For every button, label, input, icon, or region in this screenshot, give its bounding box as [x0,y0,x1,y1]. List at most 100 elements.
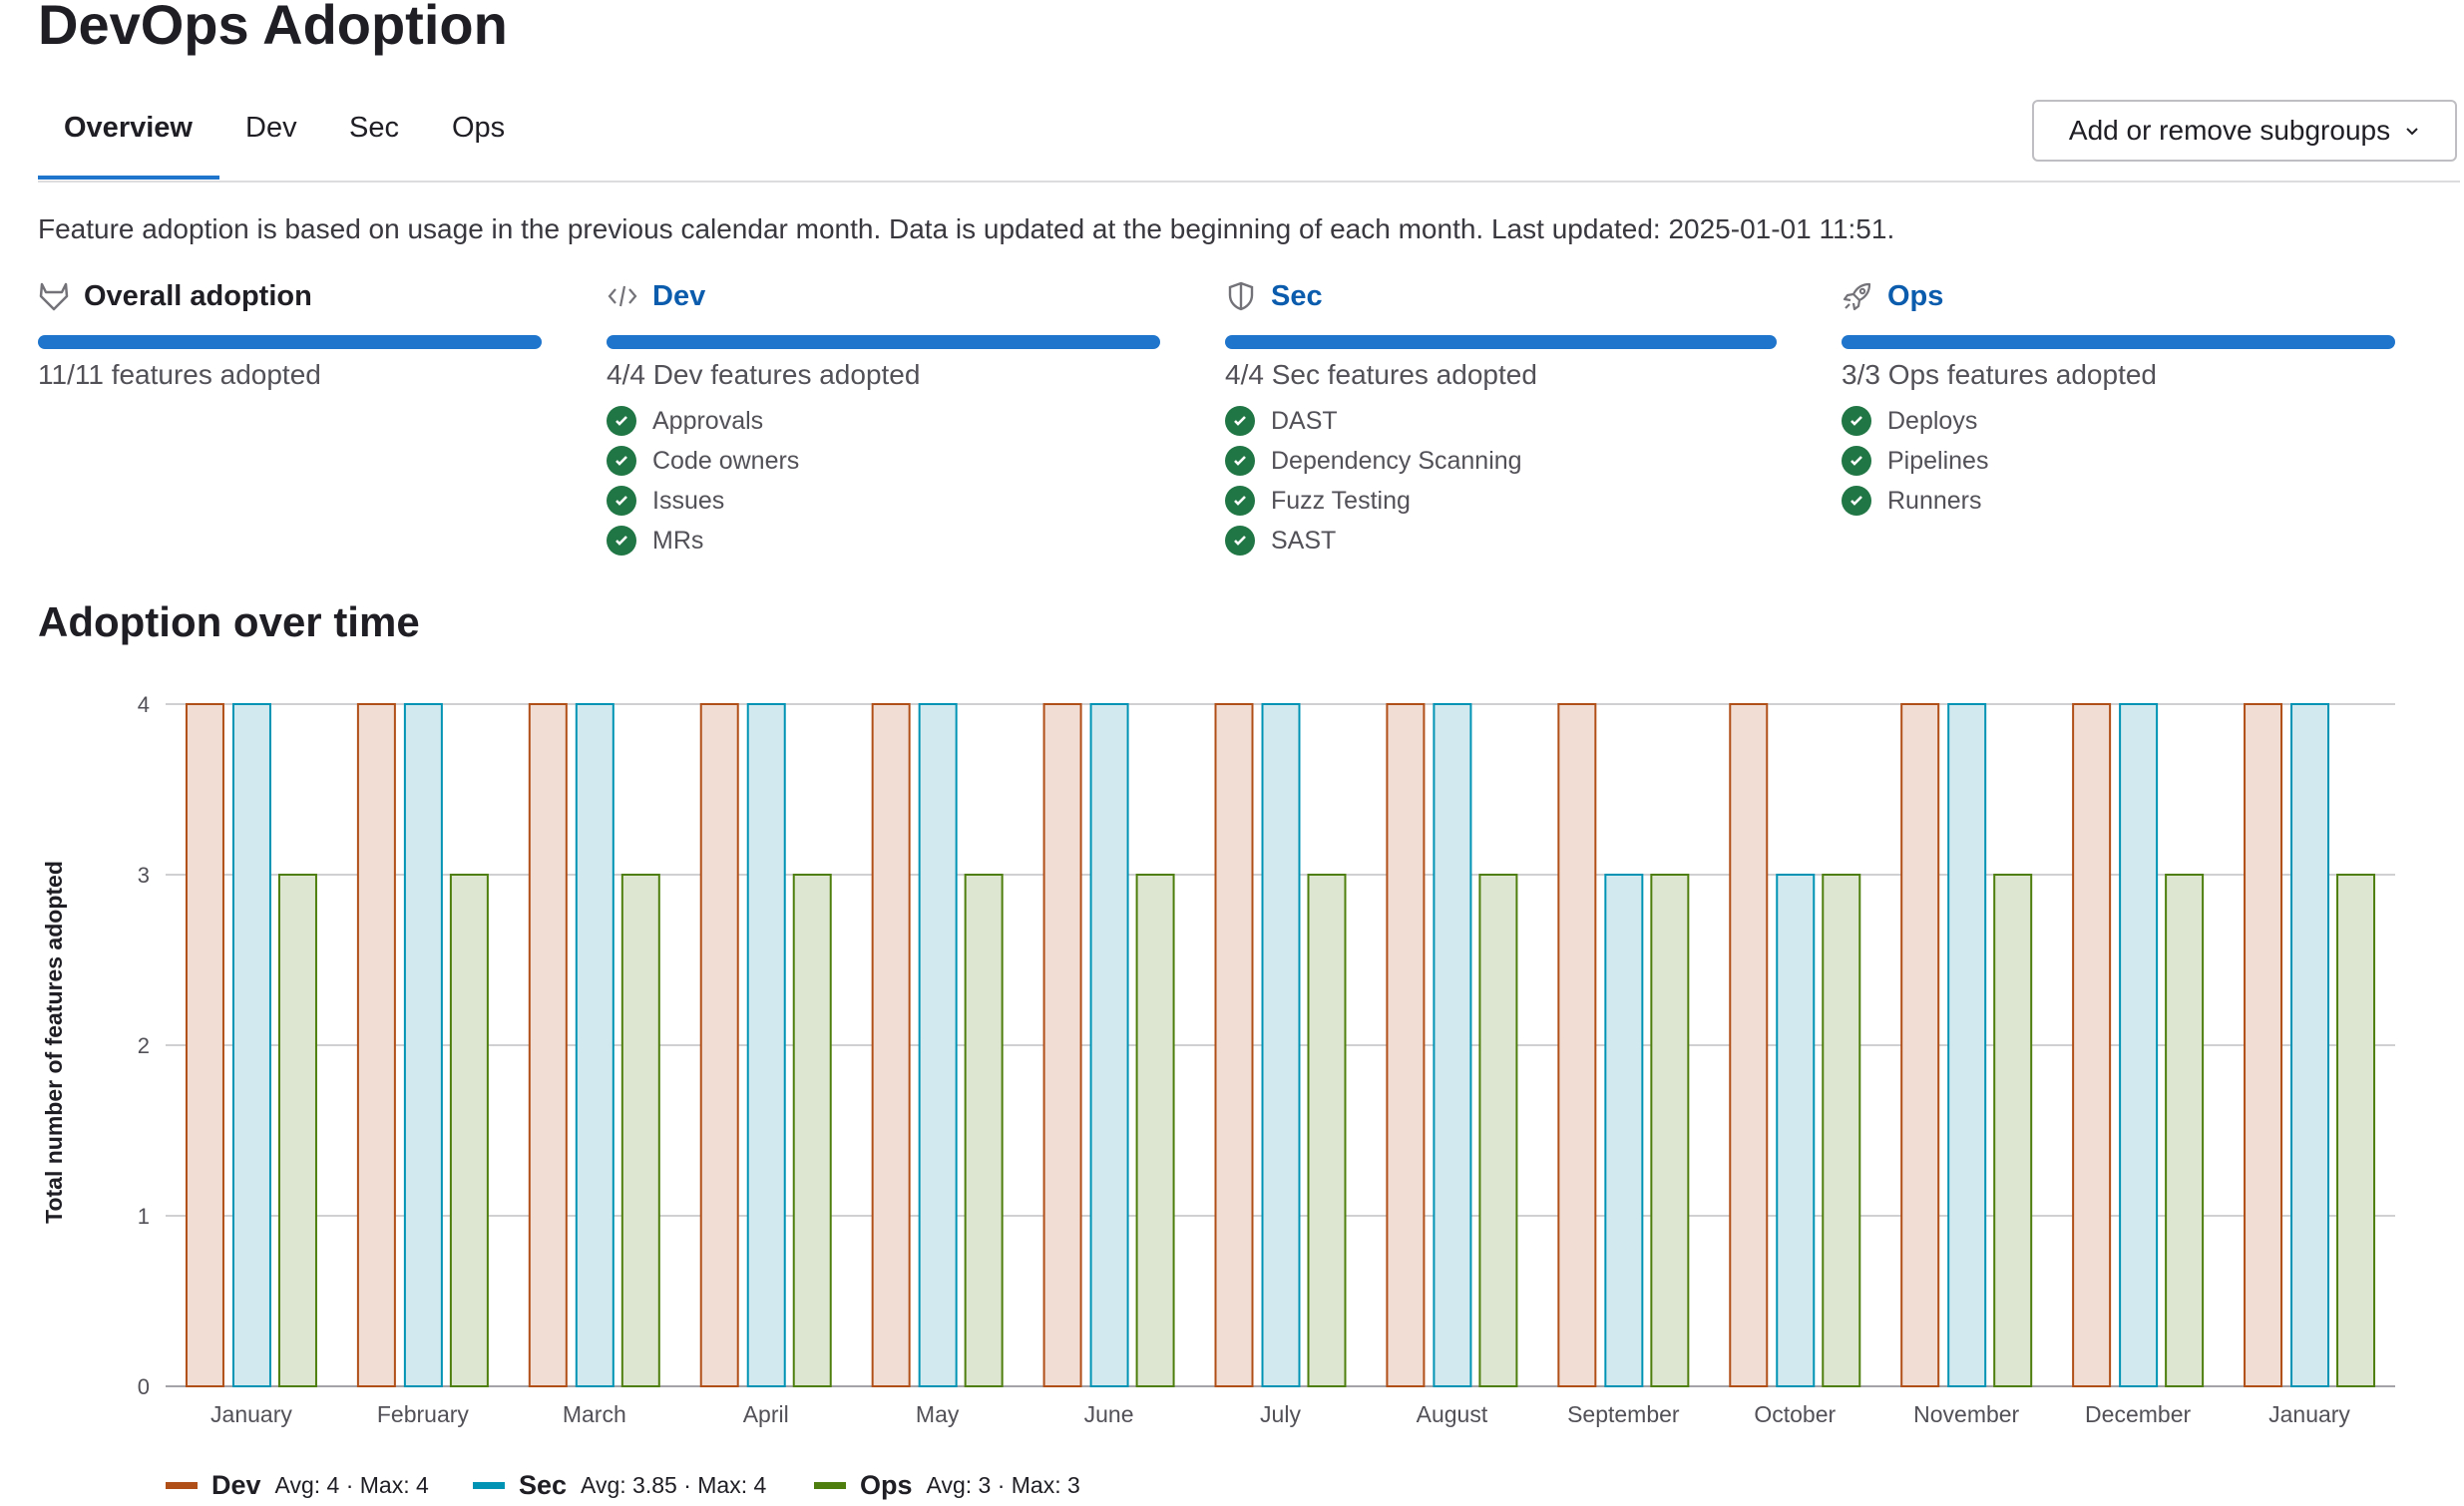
feature-label: Deploys [1887,406,1978,435]
sec-swatch [473,1482,505,1489]
feature-label: Approvals [652,406,764,435]
x-tick-label: May [916,1401,960,1427]
legend-name: Sec [519,1470,568,1500]
tab-overview[interactable]: Overview [64,112,193,144]
overall-progress-bar [38,335,542,349]
feature-label: SAST [1271,526,1337,555]
overall-adoption-column: Overall adoption 11/11 features adopted [38,277,542,391]
bar-sec [1261,703,1301,1387]
x-tick-label: February [377,1401,470,1427]
check-circle-icon [607,486,636,516]
bar-sec [2290,703,2330,1387]
tab-sec[interactable]: Sec [349,112,399,144]
x-tick-label: July [1260,1401,1301,1427]
tanuki-icon [39,282,69,311]
bar-sec [575,703,615,1387]
y-tick-label: 4 [138,692,150,717]
legend-summary: Avg: 3.85 · Max: 4 [581,1472,767,1498]
dev-progress-bar [607,335,1160,349]
legend-item-ops[interactable]: Ops Avg: 3 · Max: 3 [814,1470,1080,1501]
bar-sec [1433,703,1472,1387]
tab-ops[interactable]: Ops [452,112,506,144]
feature-label: Issues [652,486,725,515]
sec-progress-bar [1225,335,1777,349]
dev-link[interactable]: Dev [652,279,706,312]
overall-count: 11/11 features adopted [38,359,321,390]
check-circle-icon [607,446,636,476]
bar-dev [1900,703,1940,1387]
list-item: Code owners [607,441,1160,481]
bar-ops [1650,874,1690,1387]
legend-summary: Avg: 4 · Max: 4 [274,1472,429,1498]
y-tick-label: 0 [138,1374,150,1399]
shield-icon [1228,281,1254,311]
check-circle-icon [1842,486,1871,516]
x-tick-label: October [1754,1401,1836,1427]
bar-sec [2119,703,2159,1387]
sec-column: Sec 4/4 Sec features adopted DAST Depend… [1225,277,1777,561]
bar-dev [356,703,396,1387]
x-tick-label: June [1084,1401,1134,1427]
bar-ops [1822,874,1861,1387]
feature-label: Pipelines [1887,446,1989,475]
bar-sec [403,703,443,1387]
sec-link[interactable]: Sec [1271,279,1323,312]
x-tick-label: August [1417,1401,1488,1427]
list-item: Approvals [607,401,1160,441]
feature-label: Runners [1887,486,1982,515]
x-tick-label: November [1913,1401,2019,1427]
chevron-down-icon [2406,128,2418,136]
check-circle-icon [1842,406,1871,436]
list-item: Fuzz Testing [1225,481,1777,521]
sec-count: 4/4 Sec features adopted [1225,359,1537,390]
rocket-icon [1843,282,1871,311]
page-title: DevOps Adoption [38,0,508,56]
bar-dev [185,703,224,1387]
subgroups-button-label: Add or remove subgroups [2068,115,2391,146]
active-tab-indicator [38,176,219,180]
bar-ops [620,874,660,1387]
bar-ops [277,874,317,1387]
bar-dev [1042,703,1082,1387]
list-item: DAST [1225,401,1777,441]
bar-sec [1776,874,1816,1387]
tabs-divider [38,181,2460,183]
feature-label: Code owners [652,446,800,475]
feature-label: Fuzz Testing [1271,486,1411,515]
bar-ops [1307,874,1347,1387]
legend-item-sec[interactable]: Sec Avg: 3.85 · Max: 4 [473,1470,766,1501]
bar-dev [528,703,568,1387]
list-item: Dependency Scanning [1225,441,1777,481]
ops-progress-bar [1842,335,2395,349]
tab-dev[interactable]: Dev [245,112,297,144]
list-item: Issues [607,481,1160,521]
x-tick-label: January [2268,1401,2350,1427]
check-circle-icon [1225,486,1255,516]
bar-ops [1993,874,2033,1387]
legend-summary: Avg: 3 · Max: 3 [926,1472,1080,1498]
bar-dev [871,703,911,1387]
code-icon [608,285,637,307]
y-tick-label: 3 [138,863,150,888]
bar-sec [918,703,958,1387]
bar-sec [1604,874,1644,1387]
bar-ops [1135,874,1175,1387]
y-tick-label: 2 [138,1033,150,1058]
bar-dev [1557,703,1597,1387]
list-item: MRs [607,521,1160,561]
legend-item-dev[interactable]: Dev Avg: 4 · Max: 4 [166,1470,429,1501]
check-circle-icon [1225,526,1255,556]
ops-count: 3/3 Ops features adopted [1842,359,2157,390]
bar-dev [2244,703,2283,1387]
x-tick-label: September [1567,1401,1680,1427]
ops-column: Ops 3/3 Ops features adopted Deploys Pip… [1842,277,2395,521]
ops-link[interactable]: Ops [1887,279,1944,312]
feature-label: Dependency Scanning [1271,446,1522,475]
legend-name: Ops [860,1470,913,1500]
ops-swatch [814,1482,846,1489]
bar-dev [699,703,739,1387]
add-remove-subgroups-button[interactable]: Add or remove subgroups [2032,100,2457,162]
list-item: Deploys [1842,401,2395,441]
bar-sec [231,703,271,1387]
dev-column: Dev 4/4 Dev features adopted Approvals C… [607,277,1160,561]
